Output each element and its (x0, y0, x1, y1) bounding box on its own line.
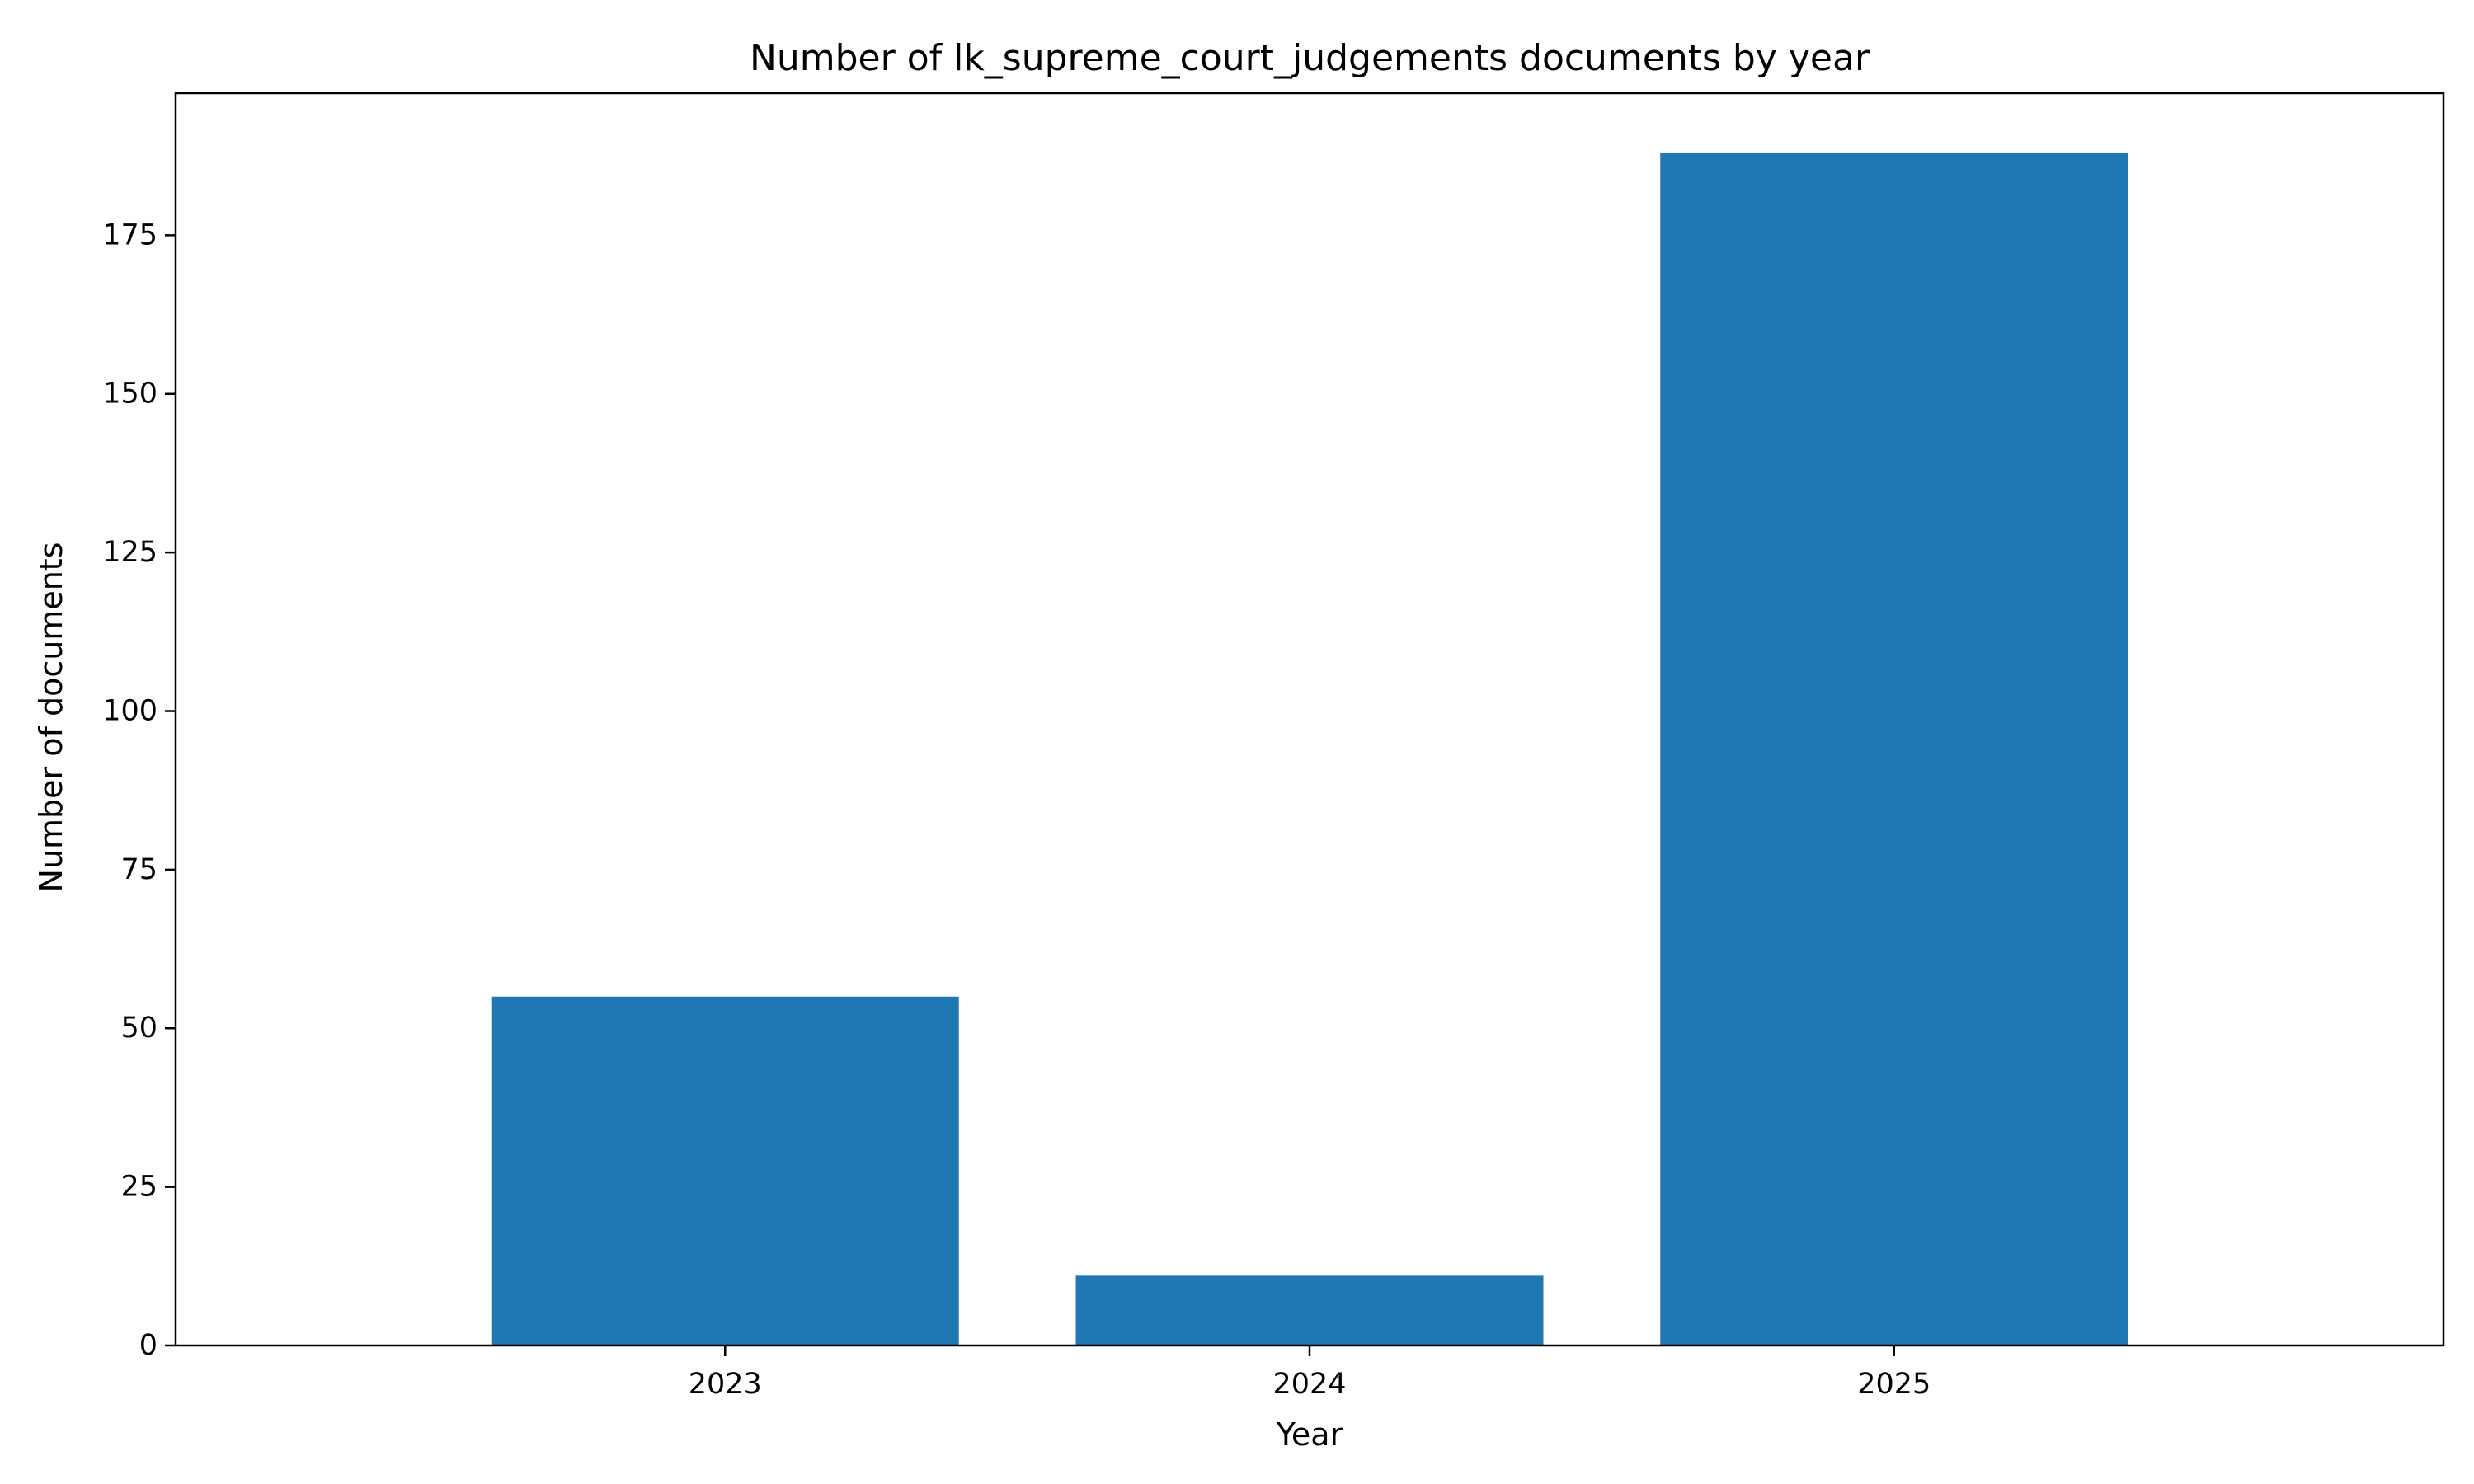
x-tick-label: 2023 (689, 1368, 762, 1401)
bar-2024 (1075, 1275, 1544, 1345)
y-tick-label: 100 (102, 694, 158, 727)
y-tick-label: 0 (139, 1329, 158, 1362)
y-tick-label: 125 (102, 536, 158, 569)
x-axis-label: Year (1276, 1416, 1343, 1453)
chart-title: Number of lk_supreme_court_judgements do… (750, 37, 1870, 79)
x-tick-label: 2024 (1272, 1368, 1346, 1401)
x-tick-label: 2025 (1857, 1368, 1931, 1401)
y-tick-label: 25 (120, 1171, 158, 1204)
y-tick-label: 150 (102, 378, 158, 411)
y-tick-label: 75 (120, 853, 158, 886)
x-axis-ticks: 2023 2024 2025 (689, 1345, 1931, 1401)
y-tick-label: 175 (102, 218, 158, 251)
y-axis-ticks: 0 25 50 75 100 125 150 175 (102, 218, 176, 1362)
bar-2023 (491, 996, 959, 1345)
bars-group (491, 153, 2128, 1345)
y-tick-label: 50 (120, 1012, 158, 1045)
y-axis-label: Number of documents (33, 542, 69, 893)
bar-2025 (1660, 153, 2128, 1345)
plot-frame (174, 92, 2445, 1347)
